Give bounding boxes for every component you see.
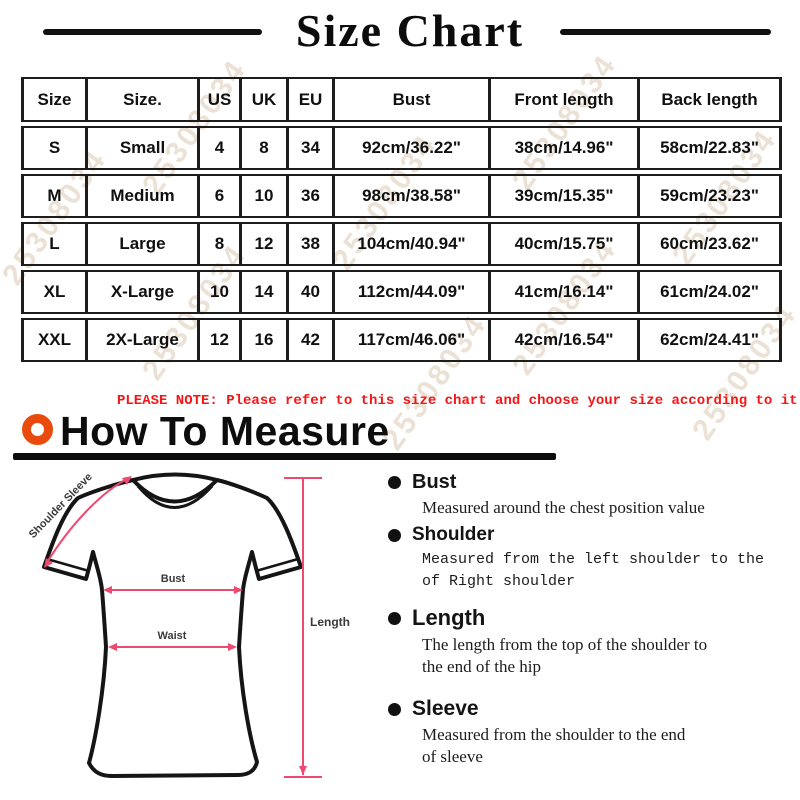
table-cell: 12	[197, 318, 239, 362]
bust-arrow	[103, 586, 243, 594]
table-row-xxl: XXL 2X-Large 12 16 42 117cm/46.06" 42cm/…	[21, 318, 782, 362]
shoulder-sleeve-arrow	[44, 476, 132, 568]
measure-desc-line: of sleeve	[422, 747, 483, 766]
table-cell: Small	[85, 126, 197, 170]
measure-desc-line: of Right shoulder	[422, 573, 576, 590]
header-cell-bust: Bust	[332, 77, 488, 122]
measure-label: Length	[412, 605, 486, 630]
right-cuff-line	[255, 557, 299, 573]
header-cell-back-length: Back length	[637, 77, 782, 122]
table-cell: 42cm/16.54"	[488, 318, 637, 362]
table-cell: M	[21, 174, 85, 218]
table-cell: 10	[197, 270, 239, 314]
size-table: Size Size. US UK EU Bust Front length Ba…	[21, 73, 782, 366]
page-title: Size Chart	[295, 5, 525, 56]
measure-desc-line: Measured around the chest position value	[422, 498, 705, 517]
table-cell: 58cm/22.83"	[637, 126, 782, 170]
table-cell: 59cm/23.23"	[637, 174, 782, 218]
measure-desc-line: The length from the top of the shoulder …	[422, 635, 708, 654]
table-cell: 10	[239, 174, 286, 218]
table-row-l: L Large 8 12 38 104cm/40.94" 40cm/15.75"…	[21, 222, 782, 266]
table-cell: Medium	[85, 174, 197, 218]
table-cell: 42	[286, 318, 332, 362]
length-diagram-label: Length	[310, 615, 350, 629]
table-cell: S	[21, 126, 85, 170]
header-cell-size: Size	[21, 77, 85, 122]
table-cell: 112cm/44.09"	[332, 270, 488, 314]
table-cell: 39cm/15.35"	[488, 174, 637, 218]
bullet-dot-icon	[388, 611, 401, 625]
table-header-row: Size Size. US UK EU Bust Front length Ba…	[21, 77, 782, 122]
table-cell: 62cm/24.41"	[637, 318, 782, 362]
collar-inner-line	[136, 485, 214, 509]
table-cell: 41cm/16.14"	[488, 270, 637, 314]
table-cell: XXL	[21, 318, 85, 362]
table-cell: 40	[286, 270, 332, 314]
measure-item-length: Length The length from the top of the sh…	[388, 605, 788, 678]
table-row-m: M Medium 6 10 36 98cm/38.58" 39cm/15.35"…	[21, 174, 782, 218]
table-cell: 61cm/24.02"	[637, 270, 782, 314]
bust-diagram-label: Bust	[161, 573, 186, 585]
table-cell: 4	[197, 126, 239, 170]
bullet-dot-icon	[388, 528, 401, 542]
bullet-ring-icon	[22, 414, 53, 445]
table-cell: 38	[286, 222, 332, 266]
tshirt-outline	[42, 472, 303, 778]
table-row-xl: XL X-Large 10 14 40 112cm/44.09" 41cm/16…	[21, 270, 782, 314]
measure-desc-line: Measured from the left shoulder to the	[422, 551, 765, 568]
measure-desc-line: the end of the hip	[422, 657, 541, 676]
table-cell: 12	[239, 222, 286, 266]
length-arrow	[284, 477, 322, 778]
size-note-text: PLEASE NOTE: Please refer to this size c…	[117, 393, 798, 409]
table-cell: 98cm/38.58"	[332, 174, 488, 218]
table-cell: 2X-Large	[85, 318, 197, 362]
left-cuff-line	[46, 557, 90, 573]
table-cell: 104cm/40.94"	[332, 222, 488, 266]
header-cell-uk: UK	[239, 77, 286, 122]
table-cell: 60cm/23.62"	[637, 222, 782, 266]
table-cell: 117cm/46.06"	[332, 318, 488, 362]
table-cell: 14	[239, 270, 286, 314]
table-cell: 34	[286, 126, 332, 170]
waist-arrow	[108, 643, 237, 651]
measure-label: Bust	[412, 471, 457, 493]
header-cell-us: US	[197, 77, 239, 122]
how-to-measure-heading: How To Measure	[60, 408, 390, 454]
table-cell: 40cm/15.75"	[488, 222, 637, 266]
table-cell: 36	[286, 174, 332, 218]
table-cell: 16	[239, 318, 286, 362]
bullet-dot-icon	[388, 702, 401, 716]
table-cell: 92cm/36.22"	[332, 126, 488, 170]
measure-item-shoulder: Shoulder Measured from the left shoulder…	[388, 524, 788, 593]
measure-desc-line: Measured from the shoulder to the end	[422, 725, 686, 744]
title-rule-left	[43, 29, 262, 35]
header-cell-eu: EU	[286, 77, 332, 122]
table-cell: 8	[239, 126, 286, 170]
table-cell: 8	[197, 222, 239, 266]
measure-item-sleeve: Sleeve Measured from the shoulder to the…	[388, 697, 788, 768]
table-cell: X-Large	[85, 270, 197, 314]
table-cell: 38cm/14.96"	[488, 126, 637, 170]
table-cell: Large	[85, 222, 197, 266]
title-section: Size Chart	[0, 0, 800, 64]
table-row-s: S Small 4 8 34 92cm/36.22" 38cm/14.96" 5…	[21, 126, 782, 170]
table-cell: 6	[197, 174, 239, 218]
waist-diagram-label: Waist	[158, 630, 187, 642]
table-cell: XL	[21, 270, 85, 314]
header-cell-front-length: Front length	[488, 77, 637, 122]
heading-underline	[13, 453, 556, 460]
header-cell-size-name: Size.	[85, 77, 197, 122]
measure-item-bust: Bust Measured around the chest position …	[388, 471, 788, 519]
table-cell: L	[21, 222, 85, 266]
title-rule-right	[560, 29, 771, 35]
bullet-dot-icon	[388, 476, 401, 489]
measure-label: Shoulder	[412, 524, 495, 545]
tshirt-measure-diagram: Bust Waist Length Shoulder Sleeve	[27, 471, 350, 778]
measure-label: Sleeve	[412, 697, 479, 720]
